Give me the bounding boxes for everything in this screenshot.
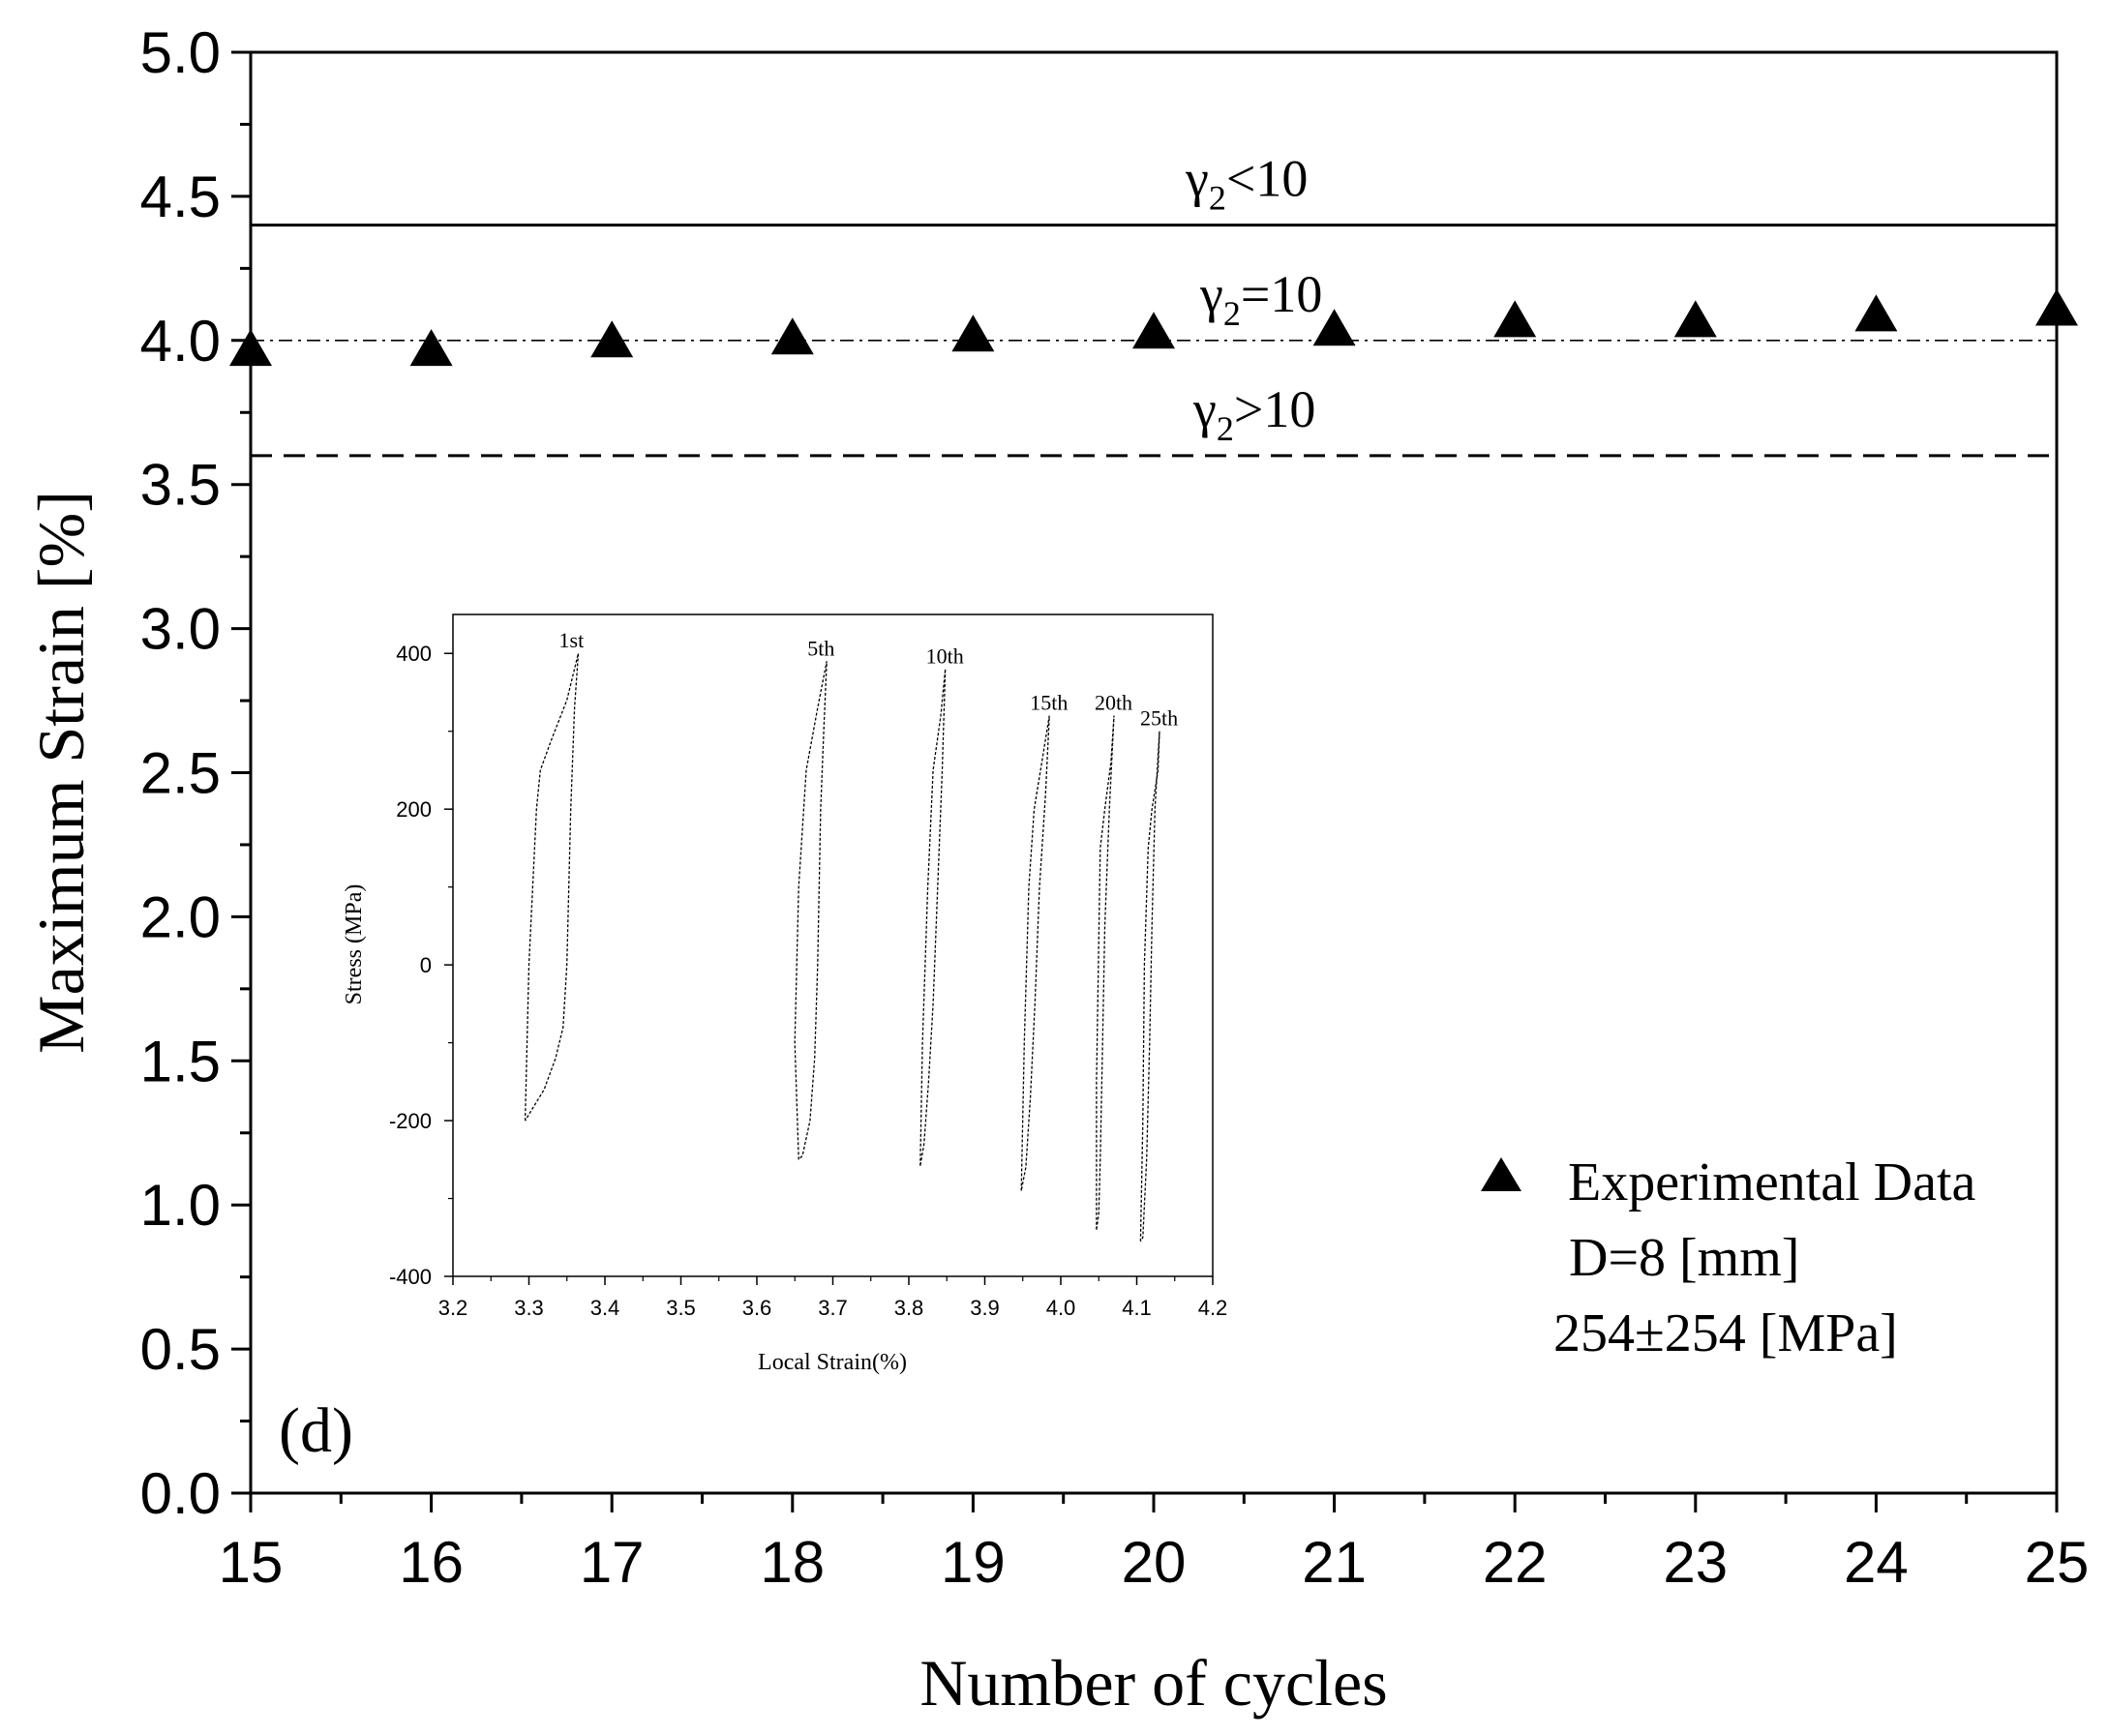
- inset-x-tick-label: 3.7: [818, 1296, 848, 1320]
- main-y-tick-label: 3.5: [140, 453, 221, 518]
- reference-line-label: γ2=10: [1199, 265, 1322, 333]
- inset-plot-frame: [452, 614, 1214, 1277]
- inset-loop-labels: 1st 5th 10th 15th 20th 25th: [559, 628, 1179, 730]
- legend-marker-triangle: [1481, 1157, 1521, 1191]
- ref-label-symbol: γ: [1199, 265, 1223, 323]
- main-y-tick-label: 3.0: [140, 597, 221, 662]
- inset-x-axis-title: Local Strain(%): [758, 1350, 907, 1375]
- inset-x-tick-label: 3.4: [590, 1296, 620, 1320]
- inset-x-tick-label: 4.2: [1198, 1296, 1228, 1320]
- data-point-triangle: [229, 329, 272, 367]
- inset-loop-10th: [919, 669, 947, 1166]
- main-y-tick-label: 4.5: [140, 165, 221, 229]
- panel-label: (d): [279, 1395, 353, 1466]
- data-point-triangle: [951, 314, 995, 352]
- main-y-tick-label: 2.0: [140, 884, 221, 949]
- main-y-tick-label: 0.5: [140, 1317, 221, 1382]
- inset-loop-5th: [794, 661, 828, 1160]
- main-y-axis-ticks: 0.0 0.5 1.0 1.5 2.0 2.5 3.0 3.5 4.0 4.5 5.0: [140, 20, 251, 1526]
- data-point-triangle: [1132, 312, 1175, 349]
- main-y-tick-label: 0.0: [140, 1461, 221, 1526]
- inset-loop-label: 1st: [559, 628, 585, 652]
- main-x-tick-label: 24: [1844, 1530, 1909, 1595]
- inset-x-tick-label: 4.0: [1046, 1296, 1076, 1320]
- inset-chart: 3.2 3.3 3.4 3.5 3.6 3.7 3.8 3.9 4.0 4.1 4.2 -400 -2…: [342, 614, 1227, 1375]
- inset-x-tick-label: 3.2: [438, 1296, 468, 1320]
- inset-x-tick-label: 3.9: [970, 1296, 1000, 1320]
- inset-loop-label: 25th: [1140, 706, 1178, 731]
- main-y-tick-label: 4.0: [140, 309, 221, 374]
- ref-label-subscript: 2: [1217, 409, 1234, 448]
- main-y-tick-label: 2.5: [140, 741, 221, 806]
- ref-label-relation: <10: [1226, 150, 1308, 208]
- main-x-tick-label: 20: [1122, 1530, 1187, 1595]
- main-x-tick-label: 22: [1483, 1530, 1548, 1595]
- ref-label-symbol: γ: [1185, 150, 1209, 208]
- inset-x-tick-label: 3.8: [894, 1296, 924, 1320]
- main-x-axis-ticks: 15 16 17 18 19 20 21 22 23 24 25: [219, 1493, 2090, 1595]
- main-x-tick-label: 23: [1663, 1530, 1728, 1595]
- inset-loop-15th: [1020, 715, 1050, 1191]
- reference-line-label: γ2>10: [1192, 380, 1315, 448]
- main-x-tick-label: 18: [760, 1530, 825, 1595]
- inset-y-axis-ticks: -400 -200 0 200 400: [389, 642, 453, 1289]
- legend-entry-label: Experimental Data: [1568, 1152, 1976, 1212]
- main-x-tick-label: 19: [941, 1530, 1006, 1595]
- ref-label-relation: >10: [1234, 380, 1315, 438]
- inset-x-tick-label: 3.3: [514, 1296, 544, 1320]
- data-point-triangle: [1854, 294, 1898, 332]
- inset-loop-20th: [1096, 715, 1115, 1230]
- inset-y-tick-label: 200: [396, 797, 432, 822]
- data-point-triangle: [770, 317, 814, 355]
- inset-loop-label: 10th: [926, 644, 964, 668]
- main-data-points: [229, 288, 2078, 367]
- data-point-triangle: [1493, 300, 1537, 338]
- data-point-triangle: [1312, 309, 1356, 346]
- legend-detail-diameter: D=8 [mm]: [1569, 1228, 1799, 1288]
- inset-x-tick-label: 4.1: [1122, 1296, 1152, 1320]
- data-point-triangle: [590, 320, 634, 358]
- inset-loop-label: 20th: [1095, 691, 1132, 715]
- data-point-triangle: [1673, 300, 1717, 338]
- inset-x-tick-label: 3.5: [666, 1296, 696, 1320]
- main-y-tick-label: 1.0: [140, 1173, 221, 1238]
- legend: Experimental Data D=8 [mm] 254±254 [MPa]: [1481, 1152, 1976, 1363]
- inset-y-tick-label: 400: [396, 642, 432, 666]
- main-y-tick-label: 5.0: [140, 20, 221, 85]
- data-point-triangle: [409, 329, 453, 367]
- inset-x-tick-label: 3.6: [742, 1296, 772, 1320]
- legend-detail-stress: 254±254 [MPa]: [1553, 1303, 1898, 1363]
- main-y-axis-title: Maximum Strain [%]: [24, 491, 98, 1054]
- inset-loop-25th: [1139, 731, 1160, 1242]
- inset-y-tick-label: -400: [389, 1265, 432, 1289]
- reference-line-label: γ2<10: [1185, 150, 1308, 218]
- ref-label-subscript: 2: [1223, 294, 1241, 333]
- main-x-tick-label: 16: [399, 1530, 464, 1595]
- inset-y-tick-label: 0: [420, 953, 432, 977]
- main-x-tick-label: 25: [2025, 1530, 2090, 1595]
- inset-loop-label: 5th: [807, 636, 834, 660]
- main-x-tick-label: 15: [219, 1530, 284, 1595]
- inset-loop-label: 15th: [1030, 691, 1068, 715]
- ref-label-relation: =10: [1241, 265, 1322, 323]
- main-x-tick-label: 17: [580, 1530, 645, 1595]
- main-y-tick-label: 1.5: [140, 1029, 221, 1093]
- data-point-triangle: [2035, 288, 2078, 326]
- inset-hysteresis-loops: [524, 653, 1160, 1242]
- inset-y-axis-title: Stress (MPa): [342, 884, 367, 1005]
- ref-label-symbol: γ: [1192, 380, 1217, 438]
- main-x-tick-label: 21: [1302, 1530, 1367, 1595]
- inset-y-tick-label: -200: [389, 1109, 432, 1133]
- inset-x-axis-ticks: 3.2 3.3 3.4 3.5 3.6 3.7 3.8 3.9 4.0 4.1 4.2: [438, 1276, 1228, 1320]
- ref-label-subscript: 2: [1209, 179, 1226, 218]
- main-x-axis-title: Number of cycles: [919, 1646, 1387, 1720]
